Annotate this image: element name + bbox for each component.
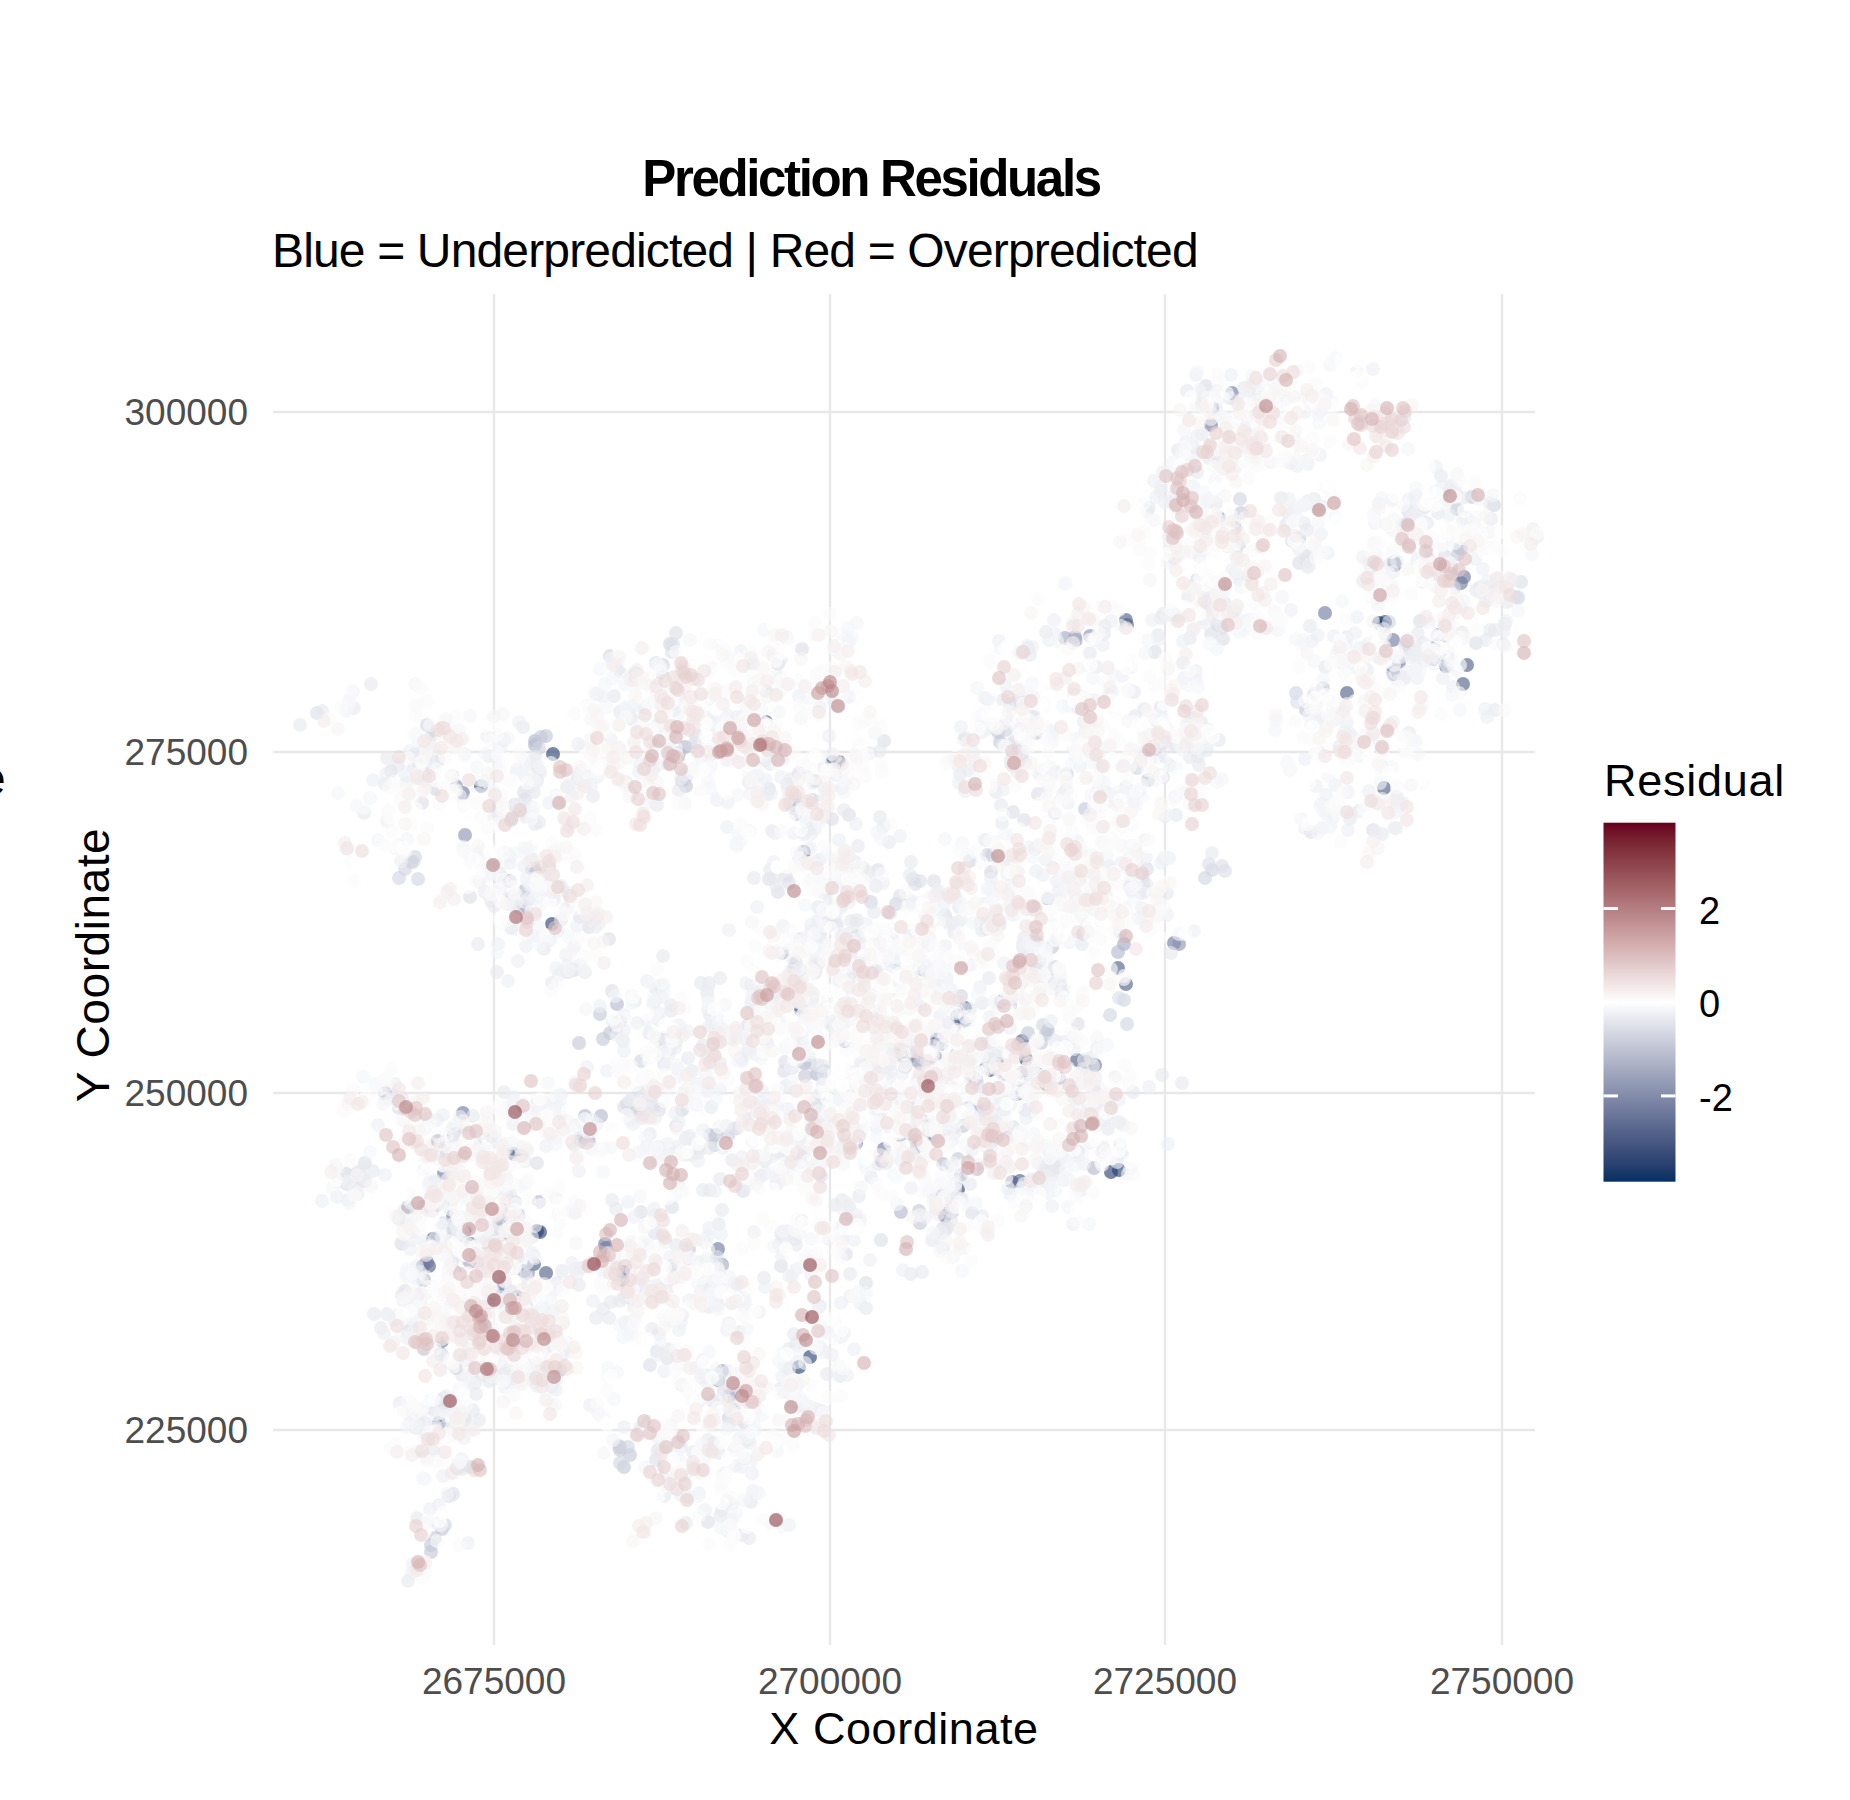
svg-text:250000: 250000	[125, 1073, 248, 1114]
svg-text:Residual: Residual	[1604, 755, 1785, 806]
svg-text:225000: 225000	[125, 1410, 248, 1451]
svg-text:0: 0	[1699, 983, 1720, 1025]
svg-text:2: 2	[1699, 890, 1720, 932]
svg-text:2675000: 2675000	[422, 1661, 566, 1702]
svg-text:2750000: 2750000	[1430, 1661, 1574, 1702]
svg-text:2725000: 2725000	[1093, 1661, 1237, 1702]
svg-text:Prediction Residuals: Prediction Residuals	[642, 150, 1100, 207]
svg-text:Blue = Underpredicted | Red =: Blue = Underpredicted | Red = Overpredic…	[272, 224, 1198, 277]
svg-text:300000: 300000	[125, 392, 248, 433]
svg-text:e: e	[0, 752, 6, 805]
svg-text:275000: 275000	[125, 732, 248, 773]
svg-text:Y Coordinate: Y Coordinate	[67, 828, 119, 1102]
svg-text:X Coordinate: X Coordinate	[769, 1703, 1038, 1754]
svg-text:-2: -2	[1699, 1077, 1733, 1119]
svg-text:2700000: 2700000	[758, 1661, 902, 1702]
